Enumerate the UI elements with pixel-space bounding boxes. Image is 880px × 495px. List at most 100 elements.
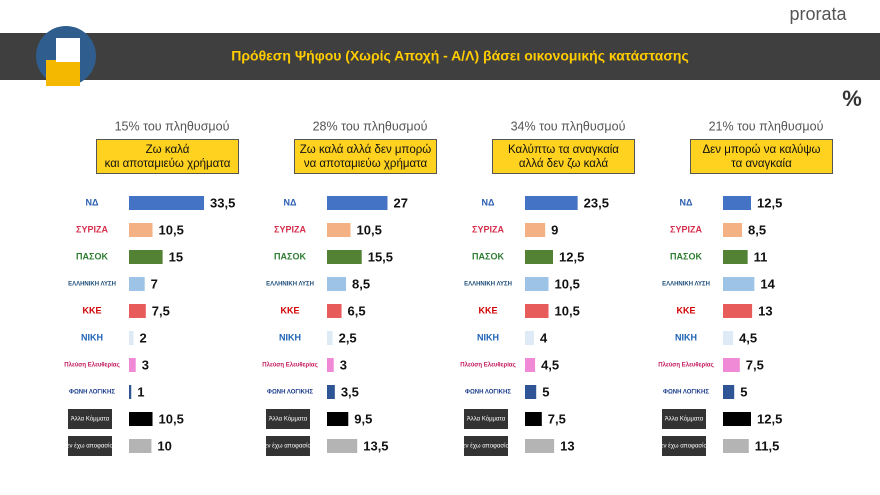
- value-label: 33,5: [210, 195, 235, 210]
- value-label: 3: [142, 357, 149, 372]
- bar: [327, 277, 347, 291]
- category-label: ΚΚΕ: [676, 305, 695, 315]
- value-label: 3: [340, 357, 347, 372]
- value-label: 13: [560, 438, 574, 453]
- category-label: ΠΑΣΟΚ: [670, 251, 702, 261]
- category-label: ΠΑΣΟΚ: [274, 251, 306, 261]
- category-label: ΝΔ: [680, 197, 693, 207]
- value-label: 15: [169, 249, 183, 264]
- category-label: ΝΙΚΗ: [279, 332, 301, 342]
- bar: [525, 358, 536, 372]
- category-label: ΦΩΝΗ ΛΟΓΙΚΗΣ: [663, 390, 709, 396]
- panel-title: Ζω καλά και αποταμιεύω χρήματα: [96, 139, 239, 174]
- header-icon-paper: [56, 38, 80, 62]
- percent-icon: %: [842, 86, 862, 111]
- category-label: ΦΩΝΗ ΛΟΓΙΚΗΣ: [69, 390, 115, 396]
- value-label: 12,5: [757, 195, 782, 210]
- value-label: 7,5: [746, 357, 764, 372]
- bar: [327, 385, 335, 399]
- bar: [129, 277, 145, 291]
- value-label: 10: [157, 438, 171, 453]
- bar: [129, 385, 132, 399]
- category-label: ΝΔ: [284, 197, 297, 207]
- category-label: ΚΚΕ: [280, 305, 299, 315]
- bar: [723, 331, 734, 345]
- category-label: ΣΥΡΙΖΑ: [274, 224, 306, 234]
- bar: [723, 250, 748, 264]
- panel-subtitle: 21% του πληθυσμού: [709, 119, 824, 133]
- value-label: 1: [137, 384, 144, 399]
- category-label: ΣΥΡΙΖΑ: [472, 224, 504, 234]
- category-label: Άλλα Κόμματα: [467, 416, 506, 423]
- category-box: [662, 436, 706, 456]
- bar: [327, 223, 351, 237]
- category-label: ΦΩΝΗ ΛΟΓΙΚΗΣ: [465, 390, 511, 396]
- category-box: [464, 436, 508, 456]
- bar: [525, 331, 534, 345]
- bar: [525, 412, 542, 426]
- category-label: Πλεύση Ελευθερίας: [64, 363, 119, 369]
- value-label: 11,5: [755, 438, 780, 453]
- category-label: ΝΙΚΗ: [675, 332, 697, 342]
- category-label: Πλεύση Ελευθερίας: [658, 363, 713, 369]
- bar: [129, 304, 146, 318]
- category-label: Δεν έχω αποφασίσει: [261, 443, 316, 450]
- category-label: ΚΚΕ: [82, 305, 101, 315]
- bar: [723, 412, 751, 426]
- value-label: 6,5: [348, 303, 366, 318]
- brand: prorata: [789, 4, 847, 24]
- value-label: 4,5: [739, 330, 757, 345]
- bar: [525, 385, 537, 399]
- bar: [723, 223, 743, 237]
- value-label: 9: [551, 222, 558, 237]
- bar: [327, 196, 388, 210]
- bar: [129, 250, 163, 264]
- category-box: [662, 409, 706, 429]
- value-label: 10,5: [357, 222, 382, 237]
- value-label: 7: [151, 276, 158, 291]
- value-label: 5: [740, 384, 747, 399]
- category-label: ΕΛΛΗΝΙΚΗ ΛΥΣΗ: [266, 282, 314, 288]
- category-label: Δεν έχω αποφασίσει: [459, 443, 514, 450]
- category-label: ΕΛΛΗΝΙΚΗ ΛΥΣΗ: [464, 282, 512, 288]
- bar: [525, 277, 549, 291]
- category-label: ΣΥΡΙΖΑ: [670, 224, 702, 234]
- category-label: Άλλα Κόμματα: [269, 416, 308, 423]
- category-label: ΕΛΛΗΝΙΚΗ ΛΥΣΗ: [68, 282, 116, 288]
- category-label: ΝΙΚΗ: [477, 332, 499, 342]
- value-label: 7,5: [152, 303, 170, 318]
- bar: [723, 277, 755, 291]
- panel-subtitle: 28% του πληθυσμού: [313, 119, 428, 133]
- value-label: 12,5: [559, 249, 584, 264]
- category-label: ΠΑΣΟΚ: [76, 251, 108, 261]
- category-label: ΣΥΡΙΖΑ: [76, 224, 108, 234]
- category-box: [68, 409, 112, 429]
- category-label: ΝΙΚΗ: [81, 332, 103, 342]
- category-box: [464, 409, 508, 429]
- bar: [723, 304, 753, 318]
- value-label: 2,5: [339, 330, 357, 345]
- category-label: Πλεύση Ελευθερίας: [460, 363, 515, 369]
- bar: [723, 196, 751, 210]
- bar: [129, 412, 153, 426]
- category-label: Πλεύση Ελευθερίας: [262, 363, 317, 369]
- category-label: ΕΛΛΗΝΙΚΗ ΛΥΣΗ: [662, 282, 710, 288]
- bar: [129, 358, 136, 372]
- value-label: 5: [542, 384, 549, 399]
- bar: [525, 250, 553, 264]
- bar: [327, 439, 358, 453]
- value-label: 14: [760, 276, 775, 291]
- header-title: Πρόθεση Ψήφου (Χωρίς Αποχή - Α/Λ) βάσει …: [231, 48, 688, 64]
- value-label: 9,5: [354, 411, 372, 426]
- category-label: ΦΩΝΗ ΛΟΓΙΚΗΣ: [267, 390, 313, 396]
- header-icon-box: [46, 60, 80, 86]
- bar: [129, 331, 134, 345]
- bar: [327, 250, 362, 264]
- value-label: 10,5: [555, 276, 580, 291]
- category-label: ΝΔ: [482, 197, 495, 207]
- category-label: Δεν έχω αποφασίσει: [63, 443, 118, 450]
- panel-subtitle: 15% του πληθυσμού: [115, 119, 230, 133]
- value-label: 11: [754, 249, 768, 264]
- value-label: 15,5: [368, 249, 393, 264]
- value-label: 4: [540, 330, 548, 345]
